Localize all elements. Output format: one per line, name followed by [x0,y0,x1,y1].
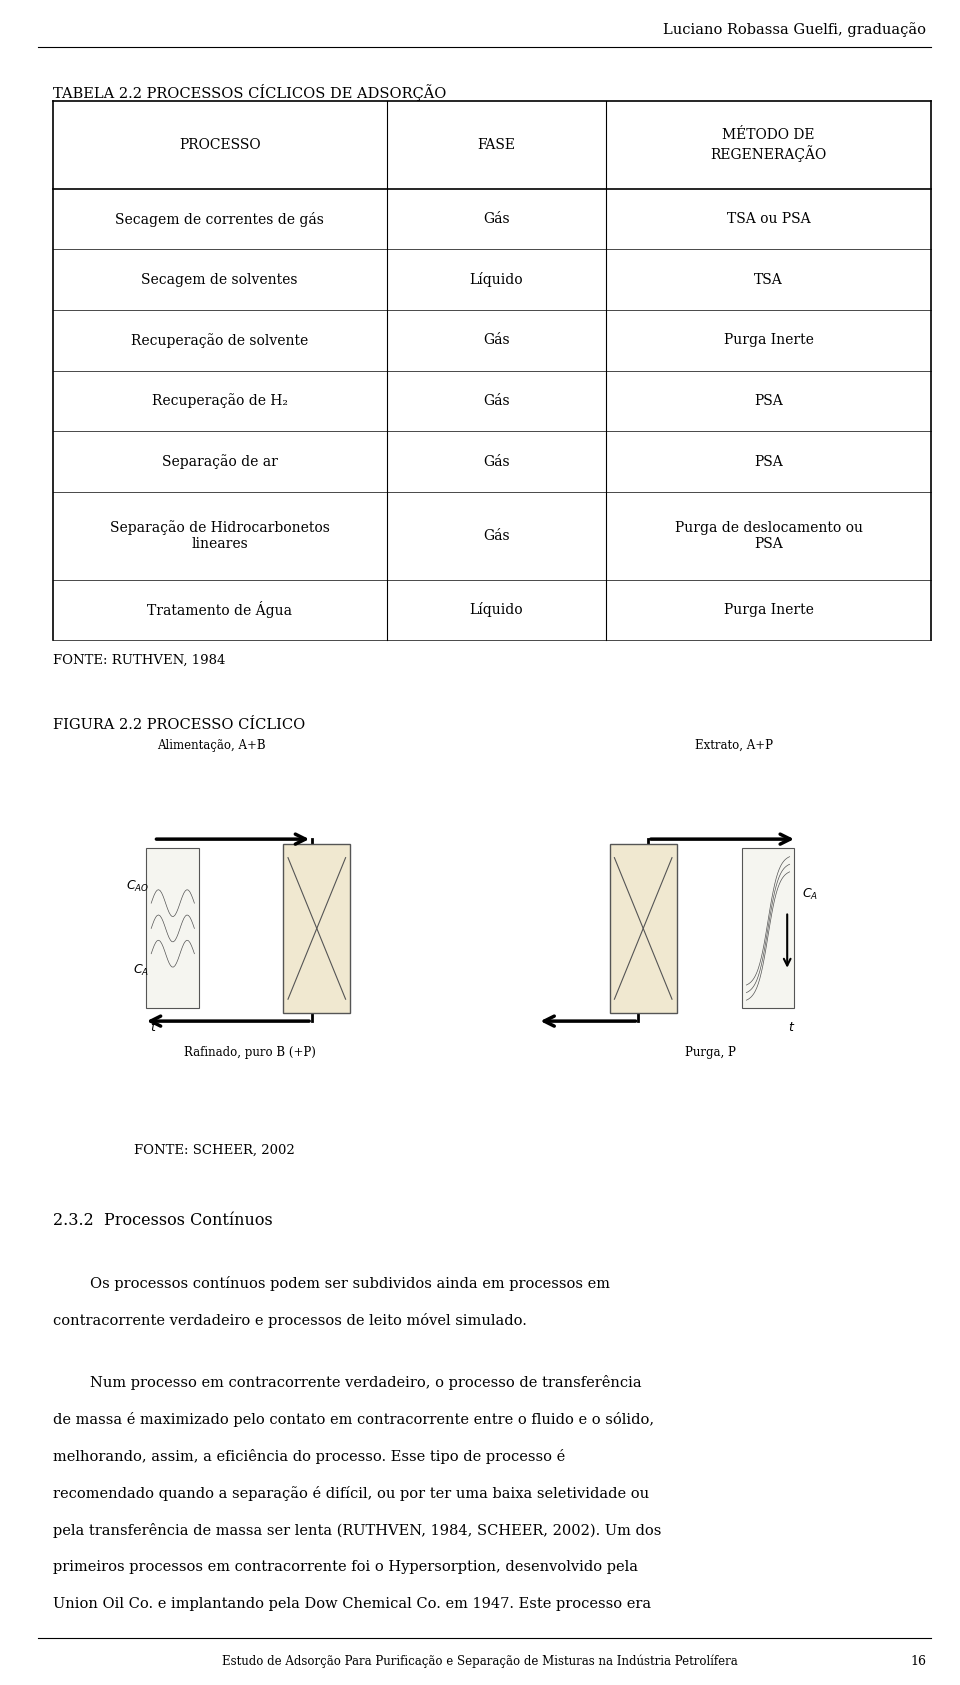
Text: 16: 16 [910,1655,926,1668]
Text: FIGURA 2.2 PROCESSO CÍCLICO: FIGURA 2.2 PROCESSO CÍCLICO [53,718,305,731]
Text: FONTE: RUTHVEN, 1984: FONTE: RUTHVEN, 1984 [53,654,226,667]
Text: MÉTODO DE
REGENERAÇÃO: MÉTODO DE REGENERAÇÃO [710,128,827,162]
Text: FONTE: SCHEER, 2002: FONTE: SCHEER, 2002 [134,1144,295,1158]
Text: pela transferência de massa ser lenta (RUTHVEN, 1984, SCHEER, 2002). Um dos: pela transferência de massa ser lenta (R… [53,1523,661,1538]
Text: $C_A$: $C_A$ [132,964,149,977]
Bar [147,849,200,1009]
Text: 2.3.2  Processos Contínuos: 2.3.2 Processos Contínuos [53,1212,273,1228]
Text: Gás: Gás [483,334,510,347]
Text: Purga, P: Purga, P [685,1046,735,1060]
Text: Extrato, A+P: Extrato, A+P [695,738,774,752]
Text: Líquido: Líquido [469,273,523,286]
Text: $t$: $t$ [788,1021,796,1035]
Text: FASE: FASE [477,138,516,152]
Text: Recuperação de solvente: Recuperação de solvente [132,334,308,347]
Text: Gás: Gás [483,455,510,468]
Text: Líquido: Líquido [469,603,523,617]
Text: $C_{AO}$: $C_{AO}$ [126,880,149,893]
Text: Gás: Gás [483,212,510,226]
Text: Secagem de solventes: Secagem de solventes [141,273,298,286]
Text: melhorando, assim, a eficiência do processo. Esse tipo de processo é: melhorando, assim, a eficiência do proce… [53,1449,565,1464]
Text: TSA ou PSA: TSA ou PSA [727,212,810,226]
Text: Estudo de Adsorção Para Purificação e Separação de Misturas na Indústria Petrolí: Estudo de Adsorção Para Purificação e Se… [222,1655,738,1668]
Text: Gás: Gás [483,529,510,543]
Text: Union Oil Co. e implantando pela Dow Chemical Co. em 1947. Este processo era: Union Oil Co. e implantando pela Dow Che… [53,1597,651,1611]
Text: TABELA 2.2 PROCESSOS CÍCLICOS DE ADSORÇÃO: TABELA 2.2 PROCESSOS CÍCLICOS DE ADSORÇÃ… [53,84,446,101]
Text: Rafinado, puro B (+P): Rafinado, puro B (+P) [183,1046,316,1060]
Text: primeiros processos em contracorrente foi o Hypersorption, desenvolvido pela: primeiros processos em contracorrente fo… [53,1560,637,1574]
Text: Alimentação, A+B: Alimentação, A+B [156,738,266,752]
Text: $C_A$: $C_A$ [802,888,818,901]
Text: Recuperação de H₂: Recuperação de H₂ [152,394,288,408]
Text: Purga Inerte: Purga Inerte [724,334,814,347]
Text: TSA: TSA [755,273,783,286]
Text: de massa é maximizado pelo contato em contracorrente entre o fluido e o sólido,: de massa é maximizado pelo contato em co… [53,1412,654,1427]
Text: PSA: PSA [755,455,783,468]
Text: PSA: PSA [755,394,783,408]
Text: Tratamento de Água: Tratamento de Água [147,602,292,618]
Bar [741,849,795,1009]
Text: Separação de ar: Separação de ar [161,455,277,468]
Text: Purga Inerte: Purga Inerte [724,603,814,617]
Text: contracorrente verdadeiro e processos de leito móvel simulado.: contracorrente verdadeiro e processos de… [53,1313,527,1328]
Text: Gás: Gás [483,394,510,408]
Text: PROCESSO: PROCESSO [179,138,260,152]
Text: Purga de deslocamento ou
PSA: Purga de deslocamento ou PSA [675,521,863,551]
Text: Secagem de correntes de gás: Secagem de correntes de gás [115,212,324,226]
Bar [283,844,350,1013]
Text: Os processos contínuos podem ser subdividos ainda em processos em: Os processos contínuos podem ser subdivi… [53,1276,610,1291]
Text: Luciano Robassa Guelfi, graduação: Luciano Robassa Guelfi, graduação [663,22,926,37]
Bar [610,844,677,1013]
Text: $t$: $t$ [150,1021,157,1035]
Text: Separação de Hidrocarbonetos
lineares: Separação de Hidrocarbonetos lineares [109,521,329,551]
Text: recomendado quando a separação é difícil, ou por ter uma baixa seletividade ou: recomendado quando a separação é difícil… [53,1486,649,1501]
Text: Num processo em contracorrente verdadeiro, o processo de transferência: Num processo em contracorrente verdadeir… [53,1375,641,1390]
